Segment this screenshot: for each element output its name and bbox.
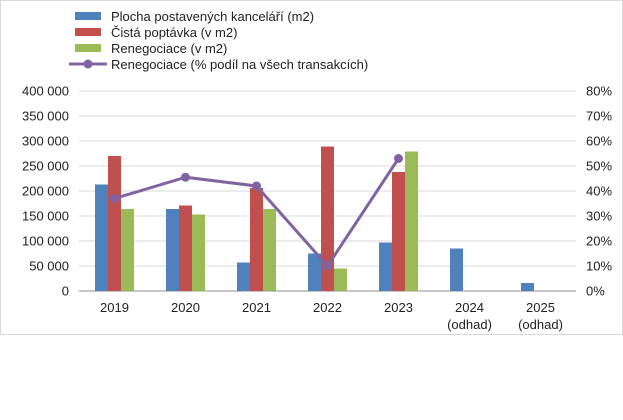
bar [95, 184, 108, 291]
legend-label: Renegociace (v m2) [111, 41, 227, 56]
bar [334, 268, 347, 291]
bar [237, 262, 250, 291]
x-tick-label: (odhad) [447, 317, 492, 332]
y-left-tick-label: 400 000 [22, 84, 69, 99]
bar [250, 188, 263, 291]
legend-swatch [75, 44, 101, 52]
y-right-tick-label: 10% [586, 259, 612, 274]
line-point [181, 172, 190, 182]
bar [405, 151, 418, 291]
legend-label: Plocha postavených kanceláří (m2) [111, 9, 314, 24]
y-left-tick-label: 50 000 [29, 259, 69, 274]
bar [521, 283, 534, 291]
chart: 0 50 000 100 000 150 000 200 000 250 000 300 0… [22, 9, 612, 333]
x-tick-label: 2025 [526, 300, 555, 315]
line-point [252, 181, 261, 191]
y-left-tick-label: 300 000 [22, 134, 69, 149]
legend-swatch [75, 12, 101, 20]
bar [308, 253, 321, 291]
bar [166, 209, 179, 291]
x-tick-label: 2021 [242, 300, 271, 315]
x-tick-label: 2019 [100, 300, 129, 315]
legend-label: Čistá poptávka (v m2) [111, 25, 237, 40]
y-right-tick-label: 60% [586, 134, 612, 149]
line-point [110, 194, 119, 203]
y-right-tick-label: 0% [586, 284, 605, 299]
bar [450, 248, 463, 291]
axes: 0 50 000 100 000 150 000 200 000 250 000 300 0… [22, 84, 612, 333]
y-right-tick-label: 20% [586, 234, 612, 249]
chart-frame: 0 50 000 100 000 150 000 200 000 250 000 300 0… [0, 0, 623, 335]
bar [392, 172, 405, 291]
y-right-tick-label: 50% [586, 159, 612, 174]
x-tick-label: 2023 [384, 300, 413, 315]
legend: Plocha postavených kanceláří (m2)Čistá p… [69, 9, 368, 72]
bar [321, 146, 334, 291]
bar [192, 214, 205, 291]
x-tick-label: 2020 [171, 300, 200, 315]
y-right-tick-label: 30% [586, 209, 612, 224]
bar [263, 209, 276, 291]
line-series [110, 154, 403, 271]
y-left-tick-label: 0 [62, 284, 69, 299]
bars [95, 146, 534, 291]
legend-marker [83, 59, 93, 69]
y-left-tick-label: 200 000 [22, 184, 69, 199]
bar [179, 205, 192, 291]
y-right-tick-label: 80% [586, 84, 612, 99]
y-left-tick-label: 350 000 [22, 109, 69, 124]
y-left-tick-label: 250 000 [22, 159, 69, 174]
y-left-tick-label: 150 000 [22, 209, 69, 224]
y-right-tick-label: 70% [586, 109, 612, 124]
line-point [323, 261, 332, 271]
bar [108, 156, 121, 291]
x-tick-label: 2022 [313, 300, 342, 315]
y-right-tick-label: 40% [586, 184, 612, 199]
y-left-tick-label: 100 000 [22, 234, 69, 249]
x-tick-label: (odhad) [518, 317, 563, 332]
x-tick-label: 2024 [455, 300, 484, 315]
bar [121, 209, 134, 291]
legend-swatch [75, 28, 101, 36]
bar [379, 242, 392, 291]
legend-label: Renegociace (% podíl na všech transakcíc… [111, 57, 368, 72]
line-point [394, 154, 403, 163]
